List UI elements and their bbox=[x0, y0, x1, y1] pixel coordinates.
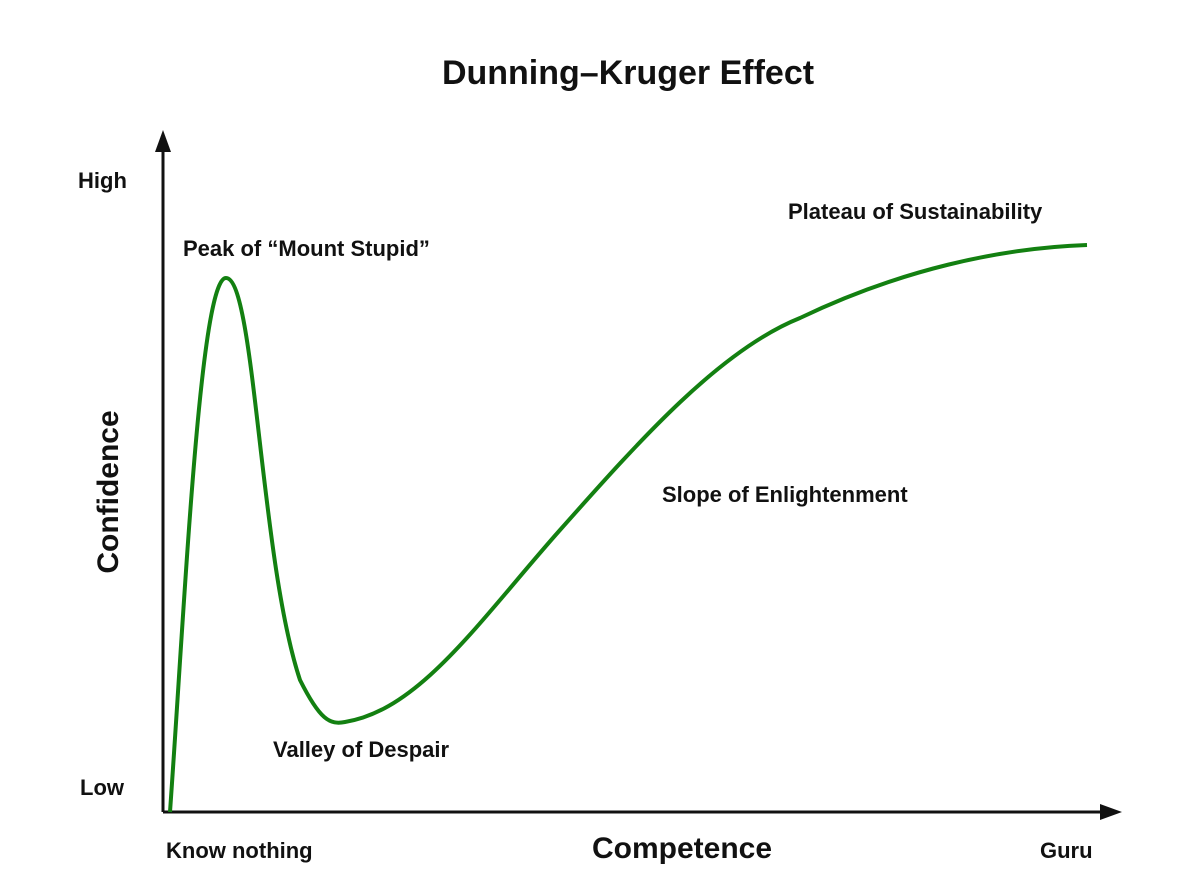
annotation: Slope of Enlightenment bbox=[662, 482, 908, 507]
y-arrow bbox=[155, 130, 171, 152]
y-low-label: Low bbox=[80, 775, 125, 800]
annotation: Peak of “Mount Stupid” bbox=[183, 236, 430, 261]
curve bbox=[168, 243, 1088, 813]
annotation: Valley of Despair bbox=[273, 737, 450, 762]
y-high-label: High bbox=[78, 168, 127, 193]
x-arrow bbox=[1100, 804, 1122, 820]
x-start-label: Know nothing bbox=[166, 838, 313, 863]
x-axis-title: Competence bbox=[592, 832, 772, 865]
annotation: Plateau of Sustainability bbox=[788, 199, 1043, 224]
x-end-label: Guru bbox=[1040, 838, 1093, 863]
title: Dunning–Kruger Effect bbox=[442, 54, 814, 92]
y-axis-title: Confidence bbox=[92, 410, 125, 573]
